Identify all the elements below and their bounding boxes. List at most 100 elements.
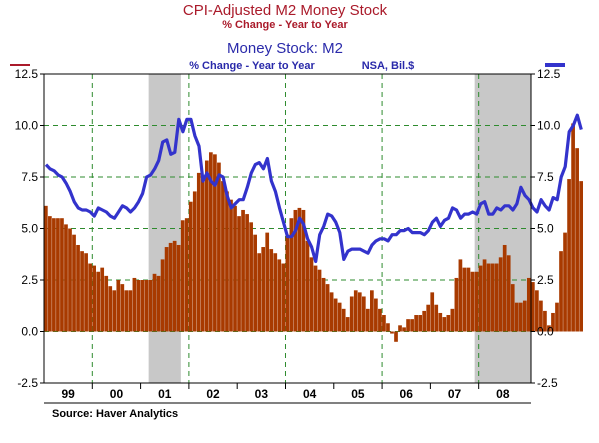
- bar: [269, 249, 274, 332]
- bar: [301, 209, 306, 332]
- bar: [96, 271, 101, 332]
- bar: [144, 280, 149, 332]
- bar: [410, 319, 414, 332]
- x-tick-label: 07: [448, 387, 462, 401]
- bar: [196, 172, 201, 332]
- bar: [571, 123, 575, 332]
- y-tick-label-right: 5.0: [537, 222, 554, 236]
- bar: [494, 263, 499, 332]
- bar: [261, 247, 266, 332]
- chart-title-2: Money Stock: M2: [227, 40, 343, 57]
- bar: [418, 315, 423, 332]
- bar: [156, 275, 161, 332]
- chart-note-2: NSA, Bil.$: [362, 60, 415, 72]
- y-tick-label-right: 7.5: [537, 170, 554, 184]
- x-tick-label: 04: [303, 387, 317, 401]
- bar: [140, 280, 145, 332]
- bar: [48, 216, 52, 332]
- bar: [233, 205, 237, 332]
- bar: [341, 308, 346, 332]
- bar: [241, 209, 245, 332]
- bar: [180, 220, 185, 332]
- bar: [454, 277, 459, 332]
- bar: [382, 315, 386, 332]
- y-tick-label-left: 0.0: [21, 325, 38, 339]
- bar: [426, 304, 431, 332]
- bar: [349, 296, 354, 332]
- bar: [172, 240, 177, 332]
- bar: [273, 253, 278, 332]
- bar: [462, 267, 467, 332]
- bar: [579, 181, 584, 332]
- bar: [514, 302, 519, 332]
- bar: [442, 317, 447, 332]
- bar: [374, 298, 378, 332]
- bar: [365, 308, 370, 332]
- bar: [124, 290, 129, 332]
- y-tick-label-left: 5.0: [21, 222, 38, 236]
- bar: [52, 218, 56, 332]
- bar: [329, 292, 334, 332]
- bar: [386, 323, 390, 332]
- bar: [522, 300, 527, 332]
- x-tick-label: 00: [110, 387, 124, 401]
- bar: [80, 251, 84, 332]
- y-tick-label-right: 2.5: [537, 273, 554, 287]
- bar: [204, 160, 209, 332]
- bar: [450, 308, 455, 332]
- bar: [225, 191, 229, 332]
- bar: [160, 259, 165, 332]
- bar: [357, 292, 362, 332]
- bar: [333, 298, 338, 332]
- bar: [390, 331, 394, 334]
- bar: [510, 284, 515, 332]
- x-tick-label: 05: [351, 387, 365, 401]
- bar: [44, 205, 48, 332]
- bar: [482, 259, 487, 332]
- bar: [168, 242, 173, 332]
- bar: [92, 265, 97, 332]
- bar: [430, 292, 435, 332]
- y-tick-label-right: 0.0: [537, 325, 554, 339]
- bar: [345, 317, 350, 332]
- bar: [285, 234, 290, 332]
- x-tick-label: 02: [206, 387, 220, 401]
- bar: [257, 253, 262, 332]
- bar: [297, 207, 302, 332]
- bar: [402, 327, 406, 332]
- bar: [361, 296, 366, 332]
- bar: [422, 310, 427, 332]
- bar: [490, 263, 495, 332]
- bar: [213, 154, 217, 332]
- y-tick-label-right: -2.5: [537, 376, 558, 390]
- bar: [317, 269, 322, 332]
- bar: [200, 177, 205, 332]
- bar: [217, 162, 221, 332]
- bar: [289, 218, 294, 332]
- y-tick-label-left: 12.5: [15, 67, 39, 81]
- bar: [176, 244, 181, 332]
- bar: [539, 300, 543, 332]
- bar: [414, 315, 418, 332]
- y-tick-label-left: 10.0: [15, 119, 39, 133]
- bar: [152, 273, 157, 332]
- bar: [563, 232, 567, 332]
- bar: [502, 244, 507, 332]
- bar: [192, 191, 197, 332]
- bar: [277, 259, 282, 332]
- bar: [474, 271, 479, 332]
- bar: [398, 325, 402, 332]
- bar: [305, 240, 310, 332]
- bar: [337, 302, 342, 332]
- x-tick-label: 99: [61, 387, 75, 401]
- bar: [108, 286, 113, 332]
- bar: [567, 179, 571, 332]
- bar: [309, 257, 314, 332]
- y-tick-label-right: 10.0: [537, 119, 561, 133]
- bar: [100, 267, 105, 332]
- source-note: Source: Haver Analytics: [52, 408, 178, 420]
- bar: [120, 284, 125, 332]
- bar: [325, 284, 330, 332]
- bar: [446, 315, 451, 332]
